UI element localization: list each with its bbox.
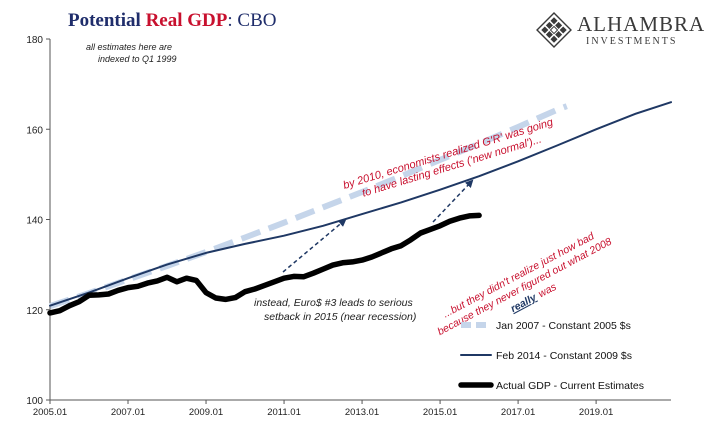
x-tick-label: 2015.01 (423, 407, 457, 418)
legend-label-3: Actual GDP - Current Estimates (496, 380, 644, 392)
arrow-2015-setback (432, 179, 474, 223)
y-tick-label: 100 (26, 396, 43, 407)
legend-label-1: Jan 2007 - Constant 2005 $s (496, 320, 631, 332)
logo-subtitle: INVESTMENTS (586, 36, 678, 47)
axes-group (46, 38, 671, 404)
y-tick-label: 180 (26, 35, 43, 46)
alhambra-logo: ALHAMBRA INVESTMENTS (534, 8, 704, 52)
x-tick-label: 2005.01 (33, 407, 67, 418)
x-tick-label: 2019.01 (579, 407, 613, 418)
chart-title: Potential Real GDP: CBO (68, 10, 276, 32)
y-tick-label: 140 (26, 216, 43, 227)
annotation-euro-line2: setback in 2015 (near recession) (264, 311, 417, 323)
series-group (47, 101, 672, 316)
x-tick-label: 2017.01 (501, 407, 535, 418)
title-part-real-gdp: Real GDP (145, 10, 228, 31)
annotation-2010-group: by 2010, economists realized G'R' was go… (342, 116, 556, 199)
series-line-2 (49, 101, 672, 307)
annotation-euro-line1: instead, Euro$ #3 leads to serious (254, 297, 413, 309)
series-line-3 (47, 212, 482, 316)
legend: Jan 2007 - Constant 2005 $s Feb 2014 - Co… (458, 320, 644, 392)
title-part-potential: Potential (68, 10, 146, 31)
tick-labels-group: 100 120 140 160 180 2005.01 2007.01 2009.01 2011… (26, 35, 613, 418)
x-tick-label: 2009.01 (189, 407, 223, 418)
series-line-1 (49, 103, 568, 309)
y-tick-label: 160 (26, 125, 43, 136)
logo-wordmark: ALHAMBRA (577, 12, 705, 36)
legend-label-2: Feb 2014 - Constant 2009 $s (496, 350, 632, 362)
x-tick-label: 2011.01 (267, 407, 301, 418)
annotation-indexed-line2: indexed to Q1 1999 (98, 54, 177, 64)
y-tick-label: 120 (26, 306, 43, 317)
annotation-2010-line1: by 2010, economists realized G'R' was go… (342, 116, 556, 192)
annotation-indexed-line1: all estimates here are (86, 42, 173, 52)
x-tick-label: 2007.01 (111, 407, 145, 418)
diamond-pattern-icon (536, 12, 572, 48)
annotation-arrows (282, 179, 474, 273)
x-tick-label: 2013.01 (345, 407, 379, 418)
title-part-cbo: : CBO (227, 10, 277, 31)
